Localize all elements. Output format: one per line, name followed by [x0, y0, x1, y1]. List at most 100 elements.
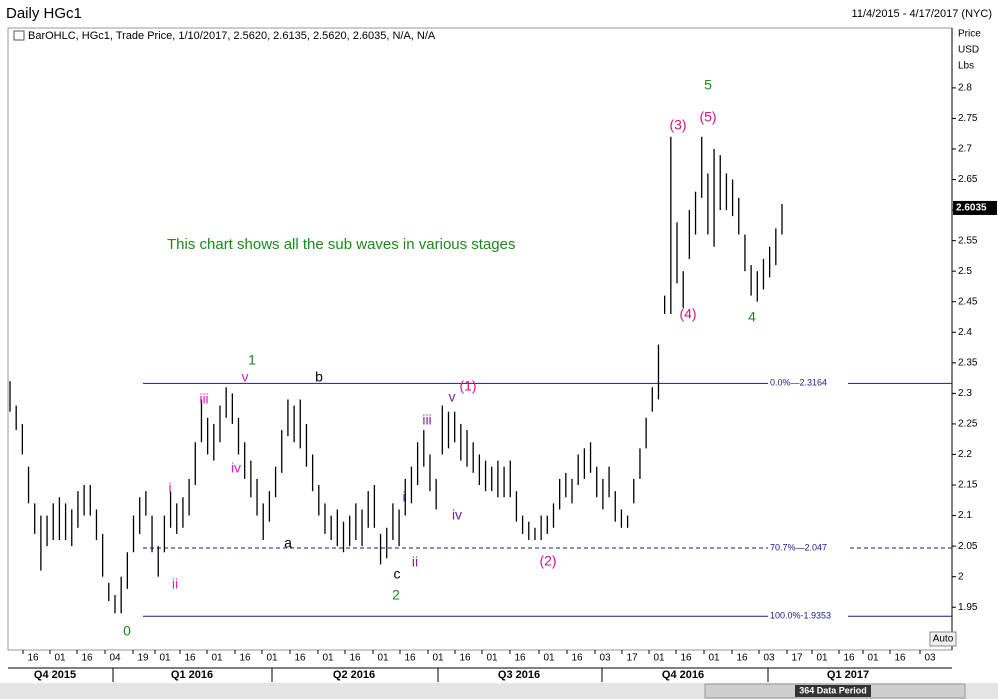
x-day-label: 17 — [791, 653, 803, 664]
y-tick-label: 2.55 — [958, 235, 978, 246]
chart-title: Daily HGc1 — [6, 5, 82, 22]
x-day-label: 16 — [459, 653, 471, 664]
x-day-label: 01 — [211, 653, 223, 664]
y-tick-label: 2.3 — [958, 388, 972, 399]
price-bars — [9, 136, 783, 614]
annotation: This chart shows all the sub waves in va… — [167, 236, 516, 253]
x-day-label: 01 — [266, 653, 278, 664]
legend-icon — [13, 30, 25, 41]
x-day-label: 16 — [27, 653, 39, 664]
reference-label-bg — [768, 542, 848, 553]
auto-button[interactable] — [929, 631, 957, 647]
reference-label-bg — [768, 378, 848, 389]
wave-label: c — [394, 566, 401, 582]
x-day-label: 16 — [184, 653, 196, 664]
x-day-label: 16 — [349, 653, 361, 664]
x-day-label: 01 — [543, 653, 555, 664]
date-range: 11/4/2015 - 4/17/2017 (NYC) — [852, 8, 992, 20]
x-day-label: 01 — [322, 653, 334, 664]
x-day-label: 16 — [239, 653, 251, 664]
y-tick-label: 1.95 — [958, 602, 978, 613]
wave-label: ii — [172, 576, 178, 592]
x-day-label: 01 — [816, 653, 828, 664]
wave-label: v — [449, 389, 456, 405]
y-tick-label: 2.25 — [958, 419, 978, 430]
quarter-separators — [112, 668, 769, 682]
x-day-label: 01 — [867, 653, 879, 664]
x-day-label: 03 — [924, 653, 936, 664]
axis-unit: Lbs — [958, 61, 974, 72]
x-day-label: 03 — [599, 653, 611, 664]
x-quarter-label: Q1 2017 — [827, 669, 869, 681]
period-box — [795, 685, 871, 697]
wave-label: v — [242, 369, 249, 385]
wave-label: (4) — [679, 306, 696, 322]
x-day-label: 01 — [432, 653, 444, 664]
x-quarter-label: Q2 2016 — [333, 669, 375, 681]
y-tick-label: 2.7 — [958, 144, 972, 155]
data-period: 364 Data Period — [799, 685, 867, 695]
axis-unit: USD — [958, 45, 979, 56]
y-tick-label: 2.5 — [958, 266, 972, 277]
y-tick-label: 2.45 — [958, 296, 978, 307]
legend-text: BarOHLC, HGc1, Trade Price, 1/10/2017, 2… — [28, 30, 436, 42]
wave-label: b — [315, 369, 323, 385]
auto-label[interactable]: Auto — [933, 634, 954, 645]
wave-label: i — [402, 489, 405, 505]
wave-label: iii — [199, 391, 208, 407]
x-day-label: 01 — [708, 653, 720, 664]
x-day-label: 17 — [626, 653, 638, 664]
wave-label: 5 — [704, 77, 712, 93]
x-day-label: 16 — [680, 653, 692, 664]
wave-label: i — [168, 480, 171, 496]
x-day-label: 16 — [404, 653, 416, 664]
y-tick-label: 2 — [958, 571, 964, 582]
reference-label-bg — [768, 611, 848, 622]
y-tick-label: 2.65 — [958, 174, 978, 185]
reference-label: 100.0%-1.9353 — [770, 611, 831, 621]
x-day-label: 16 — [894, 653, 906, 664]
wave-label: (1) — [459, 378, 476, 394]
x-day-label: 03 — [763, 653, 775, 664]
reference-label: 70.7%—2.047 — [770, 542, 827, 552]
y-tick-label: 2.4 — [958, 327, 972, 338]
reference-label: 0.0%—2.3164 — [770, 378, 827, 388]
x-day-label: 01 — [653, 653, 665, 664]
wave-label: 1 — [248, 352, 256, 368]
axis-unit: Price — [958, 29, 981, 40]
x-day-label: 16 — [294, 653, 306, 664]
y-tick-label: 2.15 — [958, 480, 978, 491]
x-day-label: 04 — [109, 653, 121, 664]
wave-label: iv — [452, 507, 462, 523]
x-day-label: 16 — [571, 653, 583, 664]
wave-label: (2) — [539, 553, 556, 569]
wave-label: 4 — [748, 309, 756, 325]
x-day-label: 16 — [843, 653, 855, 664]
wave-label: ii — [412, 554, 418, 570]
y-tick-label: 2.05 — [958, 541, 978, 552]
x-day-label: 01 — [486, 653, 498, 664]
wave-label: iii — [422, 412, 431, 428]
wave-label: (5) — [699, 109, 716, 125]
y-tick-label: 2.2 — [958, 449, 972, 460]
y-tick-label: 2.35 — [958, 357, 978, 368]
y-tick-label: 2.75 — [958, 113, 978, 124]
y-tick-label: 2.1 — [958, 510, 972, 521]
last-price-box — [953, 200, 997, 215]
wave-label: 2 — [392, 587, 400, 603]
wave-label: iv — [231, 460, 241, 476]
x-quarter-label: Q4 2015 — [34, 669, 76, 681]
x-day-label: 01 — [159, 653, 171, 664]
y-tick-label: 2.8 — [958, 83, 972, 94]
x-day-label: 16 — [514, 653, 526, 664]
x-quarter-label: Q3 2016 — [498, 669, 540, 681]
x-day-label: 01 — [54, 653, 66, 664]
x-day-label: 19 — [137, 653, 149, 664]
x-quarter-label: Q1 2016 — [171, 669, 213, 681]
wave-label: a — [284, 535, 292, 551]
wave-label: 0 — [123, 623, 131, 639]
x-day-label: 16 — [736, 653, 748, 664]
x-day-label: 16 — [81, 653, 93, 664]
